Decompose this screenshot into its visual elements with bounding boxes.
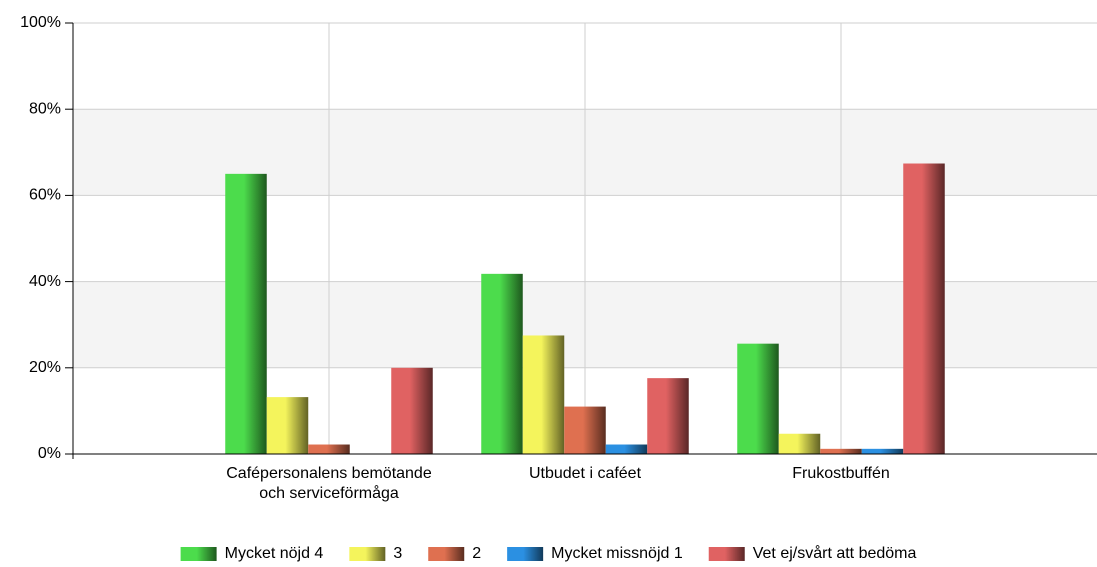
bar <box>778 433 821 454</box>
bar <box>308 444 350 454</box>
y-tick-label: 40% <box>29 273 61 290</box>
y-tick-label: 0% <box>38 445 61 462</box>
legend-label: Vet ej/svårt att bedöma <box>753 544 917 562</box>
legend: Mycket nöjd 4 3 2 Mycket missnöjd 1 Vet ej/s… <box>180 544 917 562</box>
bar <box>861 448 904 454</box>
x-tick-label: Cafépersonalens bemötande och serviceförm… <box>226 465 432 502</box>
bar <box>481 273 523 454</box>
y-tick-label: 60% <box>29 187 61 204</box>
legend-swatch <box>507 547 544 561</box>
bar <box>903 163 945 455</box>
y-tick-label: 80% <box>29 100 61 117</box>
legend-swatch <box>428 547 465 561</box>
y-tick-label: 20% <box>29 359 61 376</box>
legend-swatch <box>708 547 745 561</box>
x-tick-label: Utbudet i caféet <box>529 465 642 482</box>
legend-swatch <box>180 547 217 561</box>
bar <box>522 335 565 454</box>
x-tick-label: Frukostbuffén <box>792 465 890 482</box>
bar <box>225 173 267 454</box>
bar <box>737 343 779 454</box>
bar <box>605 444 648 454</box>
legend-swatch <box>349 547 386 561</box>
legend-label: 2 <box>472 545 481 562</box>
bar <box>820 448 862 454</box>
legend-label: 3 <box>393 545 402 562</box>
legend-label: Mycket nöjd 4 <box>225 545 324 562</box>
y-tick-label: 100% <box>20 14 61 31</box>
bar <box>391 367 433 454</box>
bar <box>266 397 309 454</box>
legend-label: Mycket missnöjd 1 <box>551 545 683 562</box>
bar <box>564 406 606 454</box>
bar <box>647 378 689 454</box>
